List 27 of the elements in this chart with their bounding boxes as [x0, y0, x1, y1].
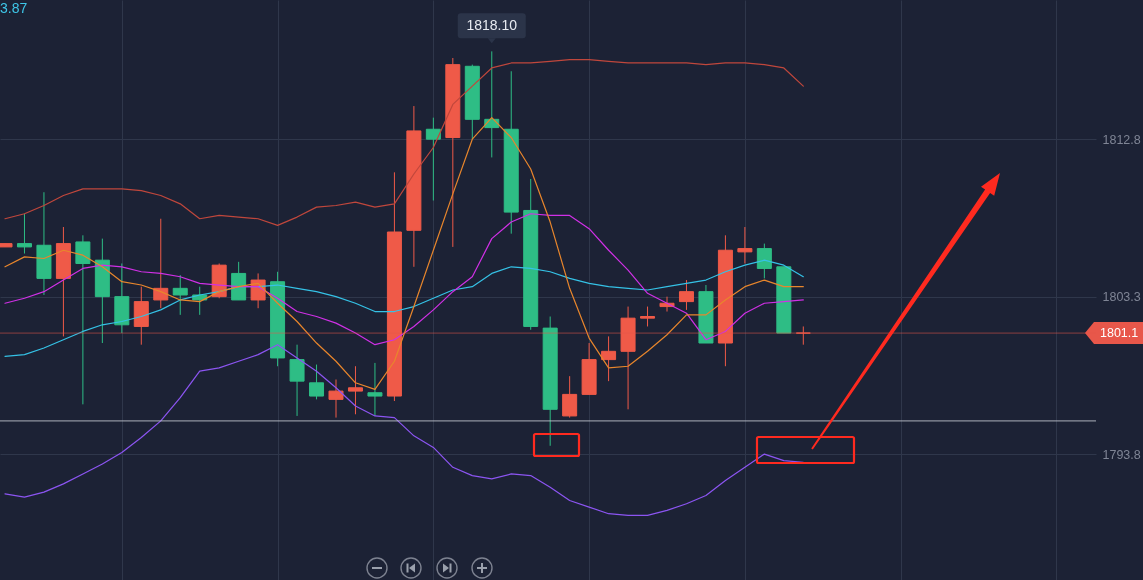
ref-line-label: 1801.1	[1100, 326, 1139, 341]
annotation: 1818.10	[466, 17, 518, 34]
candlestick	[172, 274, 188, 316]
candlestick	[153, 218, 169, 309]
candlestick	[289, 344, 305, 417]
candlestick	[601, 335, 617, 382]
candlestick	[367, 362, 383, 417]
y-tick-label: 1793.8	[1102, 447, 1141, 462]
y-tick-label: 1812.8	[1102, 132, 1141, 147]
candlestick	[640, 306, 656, 327]
line-series	[4, 213, 804, 346]
line-series	[4, 59, 804, 226]
annotation: 3.87	[0, 0, 28, 16]
line-series	[4, 344, 804, 516]
candlestick	[562, 375, 578, 419]
candlestick	[16, 213, 32, 255]
candlestick	[795, 325, 811, 346]
candlestick	[756, 243, 772, 279]
candlestick	[347, 365, 363, 415]
candlestick	[328, 378, 344, 419]
candlestick	[75, 234, 91, 405]
candlestick	[737, 226, 753, 264]
line-series	[4, 117, 804, 391]
candlestick	[309, 364, 325, 400]
candlestick	[425, 117, 441, 202]
candlestick	[678, 279, 694, 311]
y-tick-label: 1803.3	[1102, 290, 1141, 305]
